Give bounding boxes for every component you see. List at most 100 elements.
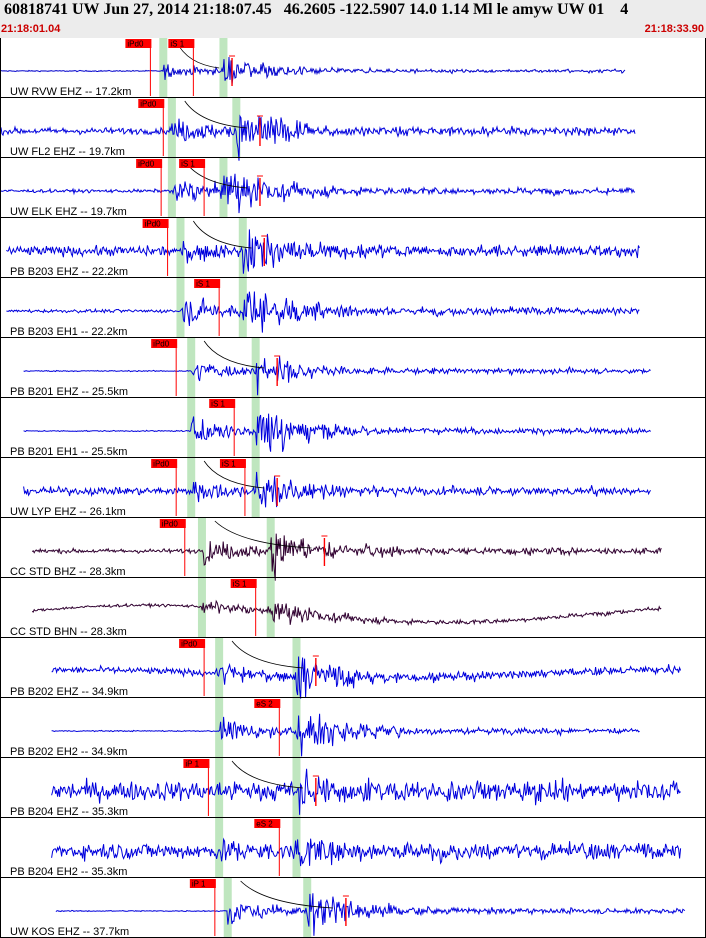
station-label: PB B203 EHZ -- 22.2km [10,266,128,278]
s-window [266,578,275,638]
pick-label: iS 1 [196,280,210,289]
trace-row: iP 1 UW KOS EHZ -- 37.7km [0,878,706,938]
station-label: PB B202 EH2 -- 34.9km [10,746,127,758]
coda-curve [231,760,303,789]
waveform-line [0,114,636,161]
pick-flag [151,339,178,348]
pick-flag [138,99,165,108]
trace-row: eS 2 PB B204 EH2 -- 35.3km [0,818,706,878]
pick-flag [254,699,281,708]
s-window [238,278,247,338]
coda-curve [240,880,334,909]
s-window [292,698,301,758]
trace-row: iPd0 PB B201 EHZ -- 25.5km [0,338,706,398]
pick-label: iPd0 [153,340,170,349]
pick-label: iS 1 [233,580,247,589]
station-label: PB B204 EH2 -- 35.3km [10,866,127,878]
pick-flag [230,579,257,588]
waveform-line [0,56,626,85]
waveform-line [51,837,682,867]
pick-flag [142,219,169,228]
station-label: UW KOS EHZ -- 37.7km [10,926,129,938]
station-label: CC STD BHN -- 28.3km [10,626,127,638]
pick-flag [219,459,246,468]
waveform-line [23,471,652,508]
s-window [238,218,247,278]
p-window [187,338,196,398]
s-window [251,398,260,458]
s-window [292,758,301,818]
station-label: PB B201 EHZ -- 25.5km [10,386,128,398]
station-label: UW ELK EHZ -- 19.7km [10,206,127,218]
station-label: PB B203 EH1 -- 22.2km [10,326,127,338]
p-window [197,518,206,578]
pick-flag [136,159,163,168]
pick-flag [183,759,210,768]
pick-label: iP 1 [185,760,199,769]
pick-flag [254,819,281,828]
pick-label: iPd0 [127,40,144,49]
pick-flag [209,399,236,408]
coda-curve [214,520,312,549]
waveform-line [6,291,640,333]
p-window [167,158,176,218]
pick-flag [189,879,216,888]
pick-label: iPd0 [140,100,157,109]
p-window [215,818,224,878]
station-label: CC STD BHZ -- 28.3km [10,566,126,578]
waveform-line [31,533,662,581]
pick-label: eS 2 [256,820,273,829]
station-label: PB B201 EH1 -- 25.5km [10,446,127,458]
pick-label: iS 1 [211,400,225,409]
p-window [223,878,232,938]
s-window [232,98,241,158]
trace-row: iPd0 iS 1 UW LYP EHZ -- 26.1km [0,458,706,518]
pick-flag [159,519,186,528]
waveform-line [6,229,640,274]
pick-label: eS 2 [256,700,273,709]
pick-label: iPd0 [145,220,162,229]
trace-row: iPd0 CC STD BHZ -- 28.3km [0,518,706,581]
waveform-line [55,893,686,936]
pick-flag [151,459,178,468]
waveform-line [0,173,636,214]
header-bar: 60818741 UW Jun 27, 2014 21:18:07.45 46.… [0,0,706,38]
trace-row: iS 1 CC STD BHN -- 28.3km [0,578,706,638]
station-label: PB B202 EHZ -- 34.9km [10,686,128,698]
trace-row: iPd0 UW FL2 EHZ -- 19.7km [0,98,706,161]
waveform-line [31,599,662,626]
waveform-line [23,413,651,452]
station-label: UW FL2 EHZ -- 19.7km [10,146,125,158]
waveform-line [23,356,651,396]
trace-row: iPd0 iS 1 UW ELK EHZ -- 19.7km [0,158,706,218]
pick-flag [168,39,195,48]
trace-row: iPd0 iS 1 UW RVW EHZ -- 17.2km [0,38,706,98]
seismogram-plot: iPd0 iS 1 UW RVW EHZ -- 17.2km iPd0 UW FL2 E… [0,38,706,938]
waveform-line [51,656,682,700]
trace-row: eS 2 PB B202 EH2 -- 34.9km [0,698,706,758]
trace-row: iS 1 PB B203 EH1 -- 22.2km [0,278,706,338]
pick-label: iP 1 [192,880,206,889]
s-window [292,638,301,698]
pick-label: iS 1 [170,40,184,49]
pick-label: iS 1 [181,160,195,169]
coda-curve [193,220,252,249]
trace-row: iPd0 PB B202 EHZ -- 34.9km [0,638,706,700]
pick-label: iS 1 [222,460,236,469]
trace-row: iP 1 PB B204 EHZ -- 35.3km [0,758,706,818]
p-window [215,638,224,698]
waveform-line [51,713,640,757]
end-time: 21:18:33.90 [644,23,704,35]
event-title: 60818741 UW Jun 27, 2014 21:18:07.45 46.… [4,1,629,18]
station-label: UW RVW EHZ -- 17.2km [10,86,131,98]
pick-flag [179,159,206,168]
coda-curve [231,640,303,669]
s-window [303,878,312,938]
coda-curve [184,100,248,129]
p-window [215,698,224,758]
pick-label: iPd0 [162,520,179,529]
p-window [176,278,185,338]
pick-label: iPd0 [138,160,155,169]
coda-curve [203,340,265,369]
waveform-line [51,768,681,815]
